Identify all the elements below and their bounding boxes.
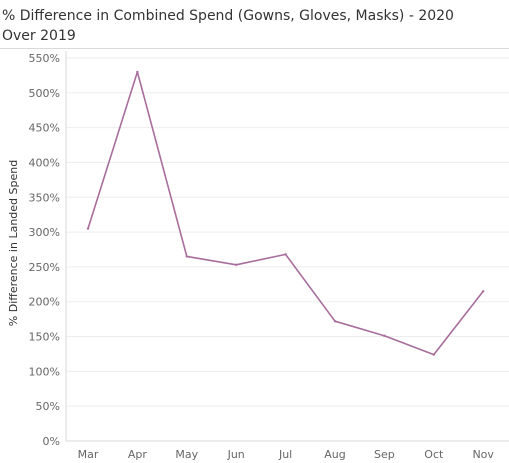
data-point — [185, 255, 188, 258]
x-tick-label: Jun — [227, 448, 245, 461]
gridlines — [66, 57, 509, 407]
data-point — [333, 320, 337, 323]
data-point — [432, 353, 435, 356]
y-tick-label: 100% — [29, 365, 60, 378]
y-tick-label: 450% — [29, 122, 60, 135]
x-tick-label: Apr — [128, 448, 148, 461]
x-tick-label: Sep — [374, 448, 395, 461]
x-tick-label: Mar — [78, 448, 99, 461]
y-tick-label: 400% — [29, 156, 60, 169]
x-tick-label: May — [175, 448, 198, 461]
y-tick-label: 550% — [29, 52, 60, 65]
data-point — [284, 253, 287, 256]
data-points — [86, 70, 485, 356]
x-tick-labels: Mar Apr May Jun Jul Aug Sep Oct Nov — [78, 448, 495, 461]
x-tick-label: Aug — [324, 448, 345, 461]
data-point — [86, 227, 90, 230]
data-point — [482, 290, 485, 293]
title-divider — [0, 48, 509, 49]
y-tick-label: 50% — [36, 400, 60, 413]
y-tick-label: 150% — [29, 331, 60, 344]
y-tick-label: 500% — [29, 87, 60, 100]
series-line — [87, 71, 484, 356]
data-point — [235, 263, 238, 267]
data-point — [383, 334, 386, 338]
y-axis-title: % Difference in Landed Spend — [7, 160, 20, 326]
y-tick-label: 0% — [43, 435, 60, 448]
data-point — [136, 70, 139, 74]
y-tick-labels: 0% 50% 100% 150% 200% 250% 300% 350% 400% 450% 500… — [29, 52, 60, 448]
y-tick-label: 350% — [29, 191, 60, 204]
y-tick-label: 300% — [29, 226, 60, 239]
x-tick-label: Nov — [472, 448, 494, 461]
y-tick-label: 250% — [29, 261, 60, 274]
x-tick-label: Jul — [278, 448, 292, 461]
chart-title: % Difference in Combined Spend (Gowns, G… — [2, 8, 454, 44]
x-tick-label: Oct — [424, 448, 444, 461]
y-tick-label: 200% — [29, 296, 60, 309]
